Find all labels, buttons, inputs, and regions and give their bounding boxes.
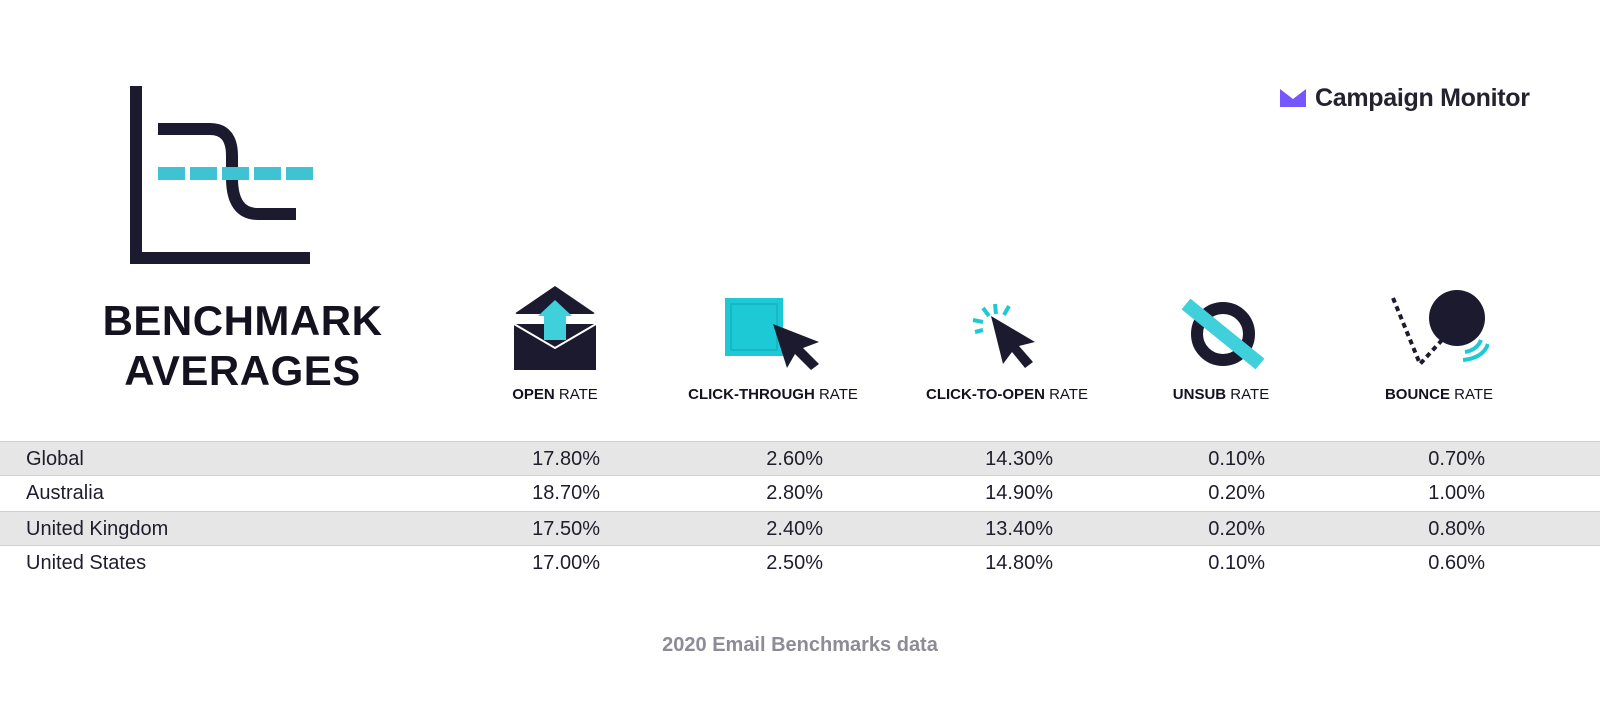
unsubscribe-icon xyxy=(1181,298,1265,370)
metric-click-to-open-rate: CLICK-TO-OPEN RATE xyxy=(892,272,1122,403)
cell-click-through-rate: 2.80% xyxy=(766,482,823,504)
footer-caption: 2020 Email Benchmarks data xyxy=(662,634,938,656)
title-line-2: AVERAGES xyxy=(124,347,361,394)
cell-bounce-rate: 0.70% xyxy=(1428,448,1485,470)
cell-open-rate: 18.70% xyxy=(532,482,600,504)
cell-click-through-rate: 2.40% xyxy=(766,518,823,540)
open-envelope-icon xyxy=(513,286,597,370)
table-row: Global 17.80% 2.60% 14.30% 0.10% 0.70% xyxy=(0,441,1600,476)
cell-open-rate: 17.50% xyxy=(532,518,600,540)
cell-click-through-rate: 2.60% xyxy=(766,448,823,470)
cell-bounce-rate: 1.00% xyxy=(1428,482,1485,504)
cell-open-rate: 17.80% xyxy=(532,448,600,470)
benchmark-table: Global 17.80% 2.60% 14.30% 0.10% 0.70% A… xyxy=(0,441,1600,581)
region-label: Australia xyxy=(26,482,104,504)
region-label: Global xyxy=(26,448,84,470)
metric-click-through-rate: CLICK-THROUGH RATE xyxy=(658,272,888,403)
metric-open-rate: OPEN RATE xyxy=(440,272,670,403)
cell-unsub-rate: 0.10% xyxy=(1208,552,1265,574)
page-title: BENCHMARK AVERAGES xyxy=(90,296,395,396)
cell-click-to-open-rate: 13.40% xyxy=(985,518,1053,540)
metric-label: CLICK-TO-OPEN RATE xyxy=(926,386,1088,403)
cell-click-to-open-rate: 14.80% xyxy=(985,552,1053,574)
click-box-cursor-icon xyxy=(725,298,819,370)
cell-click-to-open-rate: 14.30% xyxy=(985,448,1053,470)
cell-unsub-rate: 0.20% xyxy=(1208,482,1265,504)
title-line-1: BENCHMARK xyxy=(102,297,383,344)
cell-unsub-rate: 0.10% xyxy=(1208,448,1265,470)
metric-unsub-rate: UNSUB RATE xyxy=(1106,272,1336,403)
cell-unsub-rate: 0.20% xyxy=(1208,518,1265,540)
table-row: United Kingdom 17.50% 2.40% 13.40% 0.20%… xyxy=(0,511,1600,546)
cell-open-rate: 17.00% xyxy=(532,552,600,574)
region-label: United States xyxy=(26,552,147,574)
metric-label: BOUNCE RATE xyxy=(1384,386,1494,403)
benchmark-chart-icon xyxy=(130,86,313,264)
table-row: Australia 18.70% 2.80% 14.90% 0.20% 1.00… xyxy=(0,476,1600,511)
bounce-ball-icon xyxy=(1391,290,1489,368)
envelope-logo-icon xyxy=(1280,89,1306,107)
region-label: United Kingdom xyxy=(26,518,169,540)
metric-label: CLICK-THROUGH RATE xyxy=(688,386,858,403)
metric-label: UNSUB RATE xyxy=(1172,386,1270,403)
table-row: United States 17.00% 2.50% 14.80% 0.10% … xyxy=(0,546,1600,581)
cell-bounce-rate: 0.60% xyxy=(1428,552,1485,574)
metric-label: OPEN RATE xyxy=(512,386,598,403)
brand-logo: Campaign Monitor xyxy=(1280,80,1530,116)
cursor-click-icon xyxy=(972,303,1035,368)
cell-bounce-rate: 0.80% xyxy=(1428,518,1485,540)
cell-click-to-open-rate: 14.90% xyxy=(985,482,1053,504)
metric-bounce-rate: BOUNCE RATE xyxy=(1324,272,1554,403)
brand-name: Campaign Monitor xyxy=(1315,83,1530,112)
cell-click-through-rate: 2.50% xyxy=(766,552,823,574)
